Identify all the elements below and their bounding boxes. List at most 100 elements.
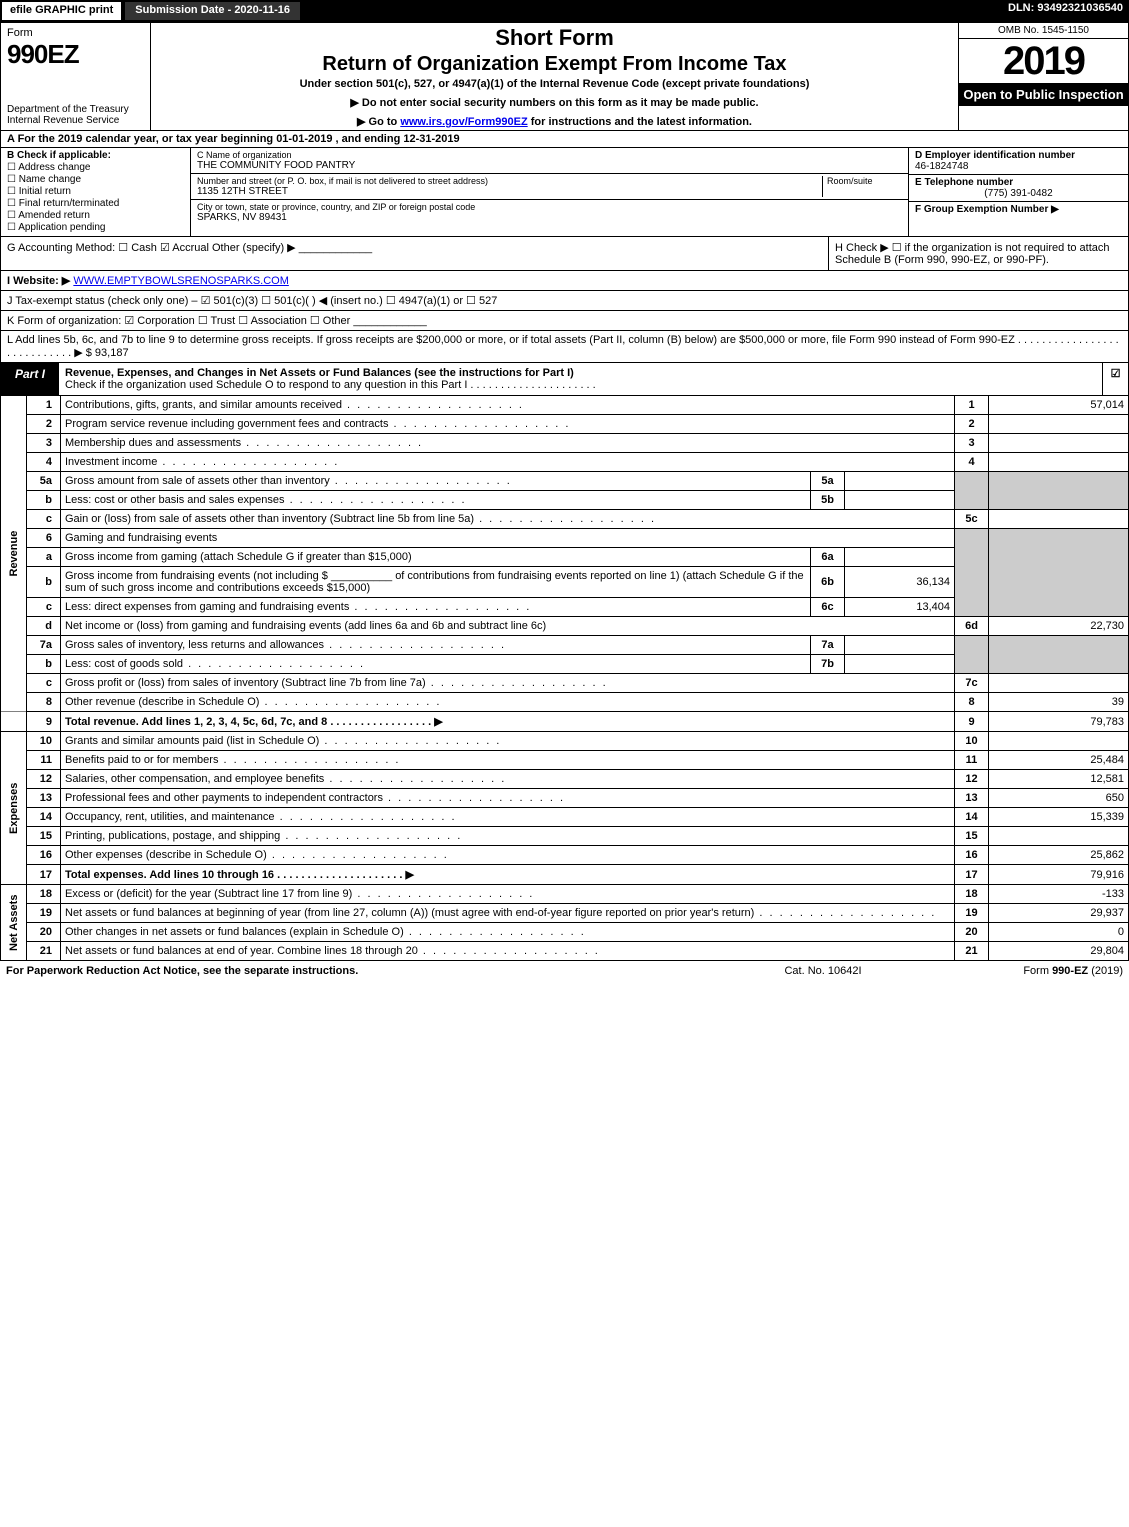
chk-final-return[interactable]: ☐ Final return/terminated [7, 198, 184, 209]
d-ein-label: D Employer identification number [915, 150, 1075, 161]
val-12: 12,581 [989, 770, 1129, 789]
desc-11: Benefits paid to or for members [61, 751, 955, 770]
val-21: 29,804 [989, 942, 1129, 961]
num-15: 15 [955, 827, 989, 846]
part-1-check-line: Check if the organization used Schedule … [65, 379, 596, 391]
side-blank-9 [1, 712, 27, 732]
desc-5c: Gain or (loss) from sale of assets other… [61, 510, 955, 529]
desc-16: Other expenses (describe in Schedule O) [61, 846, 955, 865]
irs-link[interactable]: www.irs.gov/Form990EZ [400, 116, 527, 128]
desc-9: Total revenue. Add lines 1, 2, 3, 4, 5c,… [61, 712, 955, 732]
desc-19: Net assets or fund balances at beginning… [61, 904, 955, 923]
ln-1: 1 [27, 396, 61, 415]
header-middle: Short Form Return of Organization Exempt… [151, 23, 958, 130]
desc-14: Occupancy, rent, utilities, and maintena… [61, 808, 955, 827]
chk-amended-return[interactable]: ☐ Amended return [7, 210, 184, 221]
ln-20: 20 [27, 923, 61, 942]
ln-18: 18 [27, 885, 61, 904]
val-2 [989, 415, 1129, 434]
num-16: 16 [955, 846, 989, 865]
part-1-header: Part I Revenue, Expenses, and Changes in… [0, 363, 1129, 396]
chk-name-change[interactable]: ☐ Name change [7, 174, 184, 185]
val-3 [989, 434, 1129, 453]
c-city-value: SPARKS, NV 89431 [197, 212, 902, 223]
ln-17: 17 [27, 865, 61, 885]
desc-6: Gaming and fundraising events [61, 529, 955, 548]
section-b-title: B Check if applicable: [7, 150, 111, 161]
g-accounting-method: G Accounting Method: ☐ Cash ☑ Accrual Ot… [1, 237, 828, 270]
form-word: Form [7, 27, 144, 39]
desc-20: Other changes in net assets or fund bala… [61, 923, 955, 942]
ln-2: 2 [27, 415, 61, 434]
num-7c: 7c [955, 674, 989, 693]
sub-6c: 6c [811, 598, 845, 617]
desc-7b: Less: cost of goods sold [61, 655, 811, 674]
row-l-gross-receipts: L Add lines 5b, 6c, and 7b to line 9 to … [0, 331, 1129, 363]
desc-1: Contributions, gifts, grants, and simila… [61, 396, 955, 415]
c-street-value: 1135 12TH STREET [197, 186, 822, 197]
subv-5b [845, 491, 955, 510]
ln-7a: 7a [27, 636, 61, 655]
grayv-6 [989, 529, 1129, 617]
chk-address-change[interactable]: ☐ Address change [7, 162, 184, 173]
chk-initial-return[interactable]: ☐ Initial return [7, 186, 184, 197]
val-14: 15,339 [989, 808, 1129, 827]
num-12: 12 [955, 770, 989, 789]
arrow-note-2: ▶ Go to www.irs.gov/Form990EZ for instru… [157, 115, 952, 128]
ln-6d: d [27, 617, 61, 636]
desc-5a: Gross amount from sale of assets other t… [61, 472, 811, 491]
part-1-tab: Part I [1, 363, 59, 395]
num-11: 11 [955, 751, 989, 770]
form-number: 990EZ [7, 39, 144, 70]
f-group-label: F Group Exemption Number ▶ [915, 204, 1059, 215]
desc-2: Program service revenue including govern… [61, 415, 955, 434]
sub-5b: 5b [811, 491, 845, 510]
desc-10: Grants and similar amounts paid (list in… [61, 732, 955, 751]
submission-date-button[interactable]: Submission Date - 2020-11-16 [125, 2, 300, 20]
efile-print-button[interactable]: efile GRAPHIC print [2, 2, 121, 20]
grayv-5 [989, 472, 1129, 510]
open-to-public: Open to Public Inspection [959, 83, 1128, 106]
desc-3: Membership dues and assessments [61, 434, 955, 453]
num-1: 1 [955, 396, 989, 415]
sub-5a: 5a [811, 472, 845, 491]
part-1-checkbox[interactable]: ☑ [1102, 363, 1128, 395]
desc-5b: Less: cost or other basis and sales expe… [61, 491, 811, 510]
desc-6b: Gross income from fundraising events (no… [61, 567, 811, 598]
num-14: 14 [955, 808, 989, 827]
ln-6b: b [27, 567, 61, 598]
ln-6: 6 [27, 529, 61, 548]
val-16: 25,862 [989, 846, 1129, 865]
val-18: -133 [989, 885, 1129, 904]
goto-suffix: for instructions and the latest informat… [528, 116, 752, 128]
val-6d: 22,730 [989, 617, 1129, 636]
num-6d: 6d [955, 617, 989, 636]
h-schedule-b: H Check ▶ ☐ if the organization is not r… [828, 237, 1128, 270]
side-revenue: Revenue [1, 396, 27, 712]
val-4 [989, 453, 1129, 472]
ln-10: 10 [27, 732, 61, 751]
val-10 [989, 732, 1129, 751]
c-street-label: Number and street (or P. O. box, if mail… [197, 176, 822, 186]
num-8: 8 [955, 693, 989, 712]
num-5c: 5c [955, 510, 989, 529]
ln-5b: b [27, 491, 61, 510]
c-city-label: City or town, state or province, country… [197, 202, 902, 212]
chk-application-pending[interactable]: ☐ Application pending [7, 222, 184, 233]
val-5c [989, 510, 1129, 529]
c-room-label: Room/suite [827, 176, 902, 186]
subv-7b [845, 655, 955, 674]
ln-21: 21 [27, 942, 61, 961]
num-21: 21 [955, 942, 989, 961]
page-footer: For Paperwork Reduction Act Notice, see … [0, 961, 1129, 981]
ln-19: 19 [27, 904, 61, 923]
sub-7a: 7a [811, 636, 845, 655]
num-4: 4 [955, 453, 989, 472]
val-9: 79,783 [989, 712, 1129, 732]
header-right: OMB No. 1545-1150 2019 Open to Public In… [958, 23, 1128, 130]
ln-7b: b [27, 655, 61, 674]
num-9: 9 [955, 712, 989, 732]
website-link[interactable]: WWW.EMPTYBOWLSRENOSPARKS.COM [73, 275, 289, 287]
gray-7 [955, 636, 989, 674]
row-g-h: G Accounting Method: ☐ Cash ☑ Accrual Ot… [0, 237, 1129, 271]
